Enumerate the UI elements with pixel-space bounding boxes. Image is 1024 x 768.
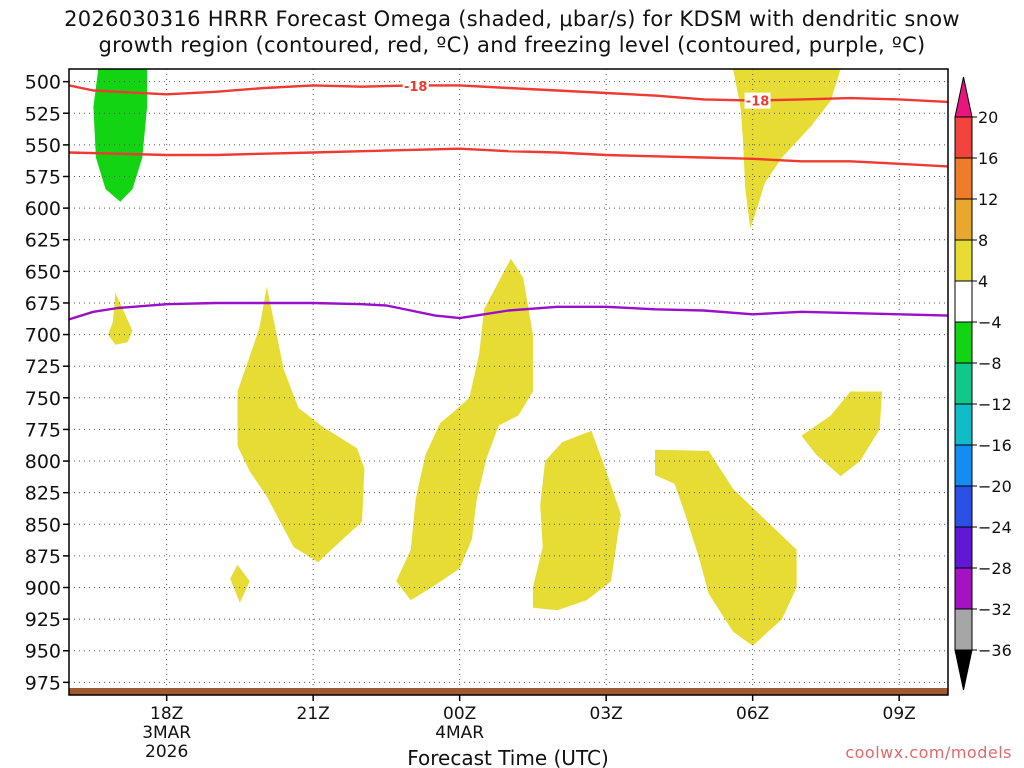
colorbar-under-arrow [954, 649, 973, 691]
omega-region-6 [532, 430, 621, 611]
y-tick-label: 950 [25, 641, 61, 663]
colorbar-tick-label: −12 [978, 395, 1012, 414]
y-tick-label: 625 [25, 230, 61, 252]
omega-region-7 [655, 449, 797, 646]
x-tick-label: 2026 [145, 742, 188, 762]
colorbar-bin [954, 280, 973, 323]
y-tick-label: 675 [25, 293, 61, 315]
colorbar-tick-label: −20 [978, 477, 1012, 496]
y-tick-label: 975 [25, 672, 61, 694]
colorbar-bin [954, 321, 973, 364]
colorbar-bin [954, 403, 973, 446]
y-tick-label: 825 [25, 483, 61, 505]
colorbar-tick-label: −4 [978, 313, 1002, 332]
y-tick-label: 650 [25, 261, 61, 283]
y-tick-label: 525 [25, 103, 61, 125]
title-line-2: growth region (contoured, red, ºC) and f… [98, 33, 926, 57]
colorbar: 20 16 12 8 4 −4 −8 −12 −16 −20 −24 −28 −32 −36 [954, 76, 1012, 691]
omega-region-0 [93, 69, 148, 202]
x-tick-label: 06Z [736, 704, 769, 724]
y-tick-label: 750 [25, 388, 61, 410]
contour-line--12 [69, 147, 948, 168]
contour-label-bg [402, 78, 429, 95]
x-tick-label: 21Z [297, 704, 330, 724]
contour-label: -18 [404, 80, 428, 95]
y-tick-label: 500 [25, 72, 61, 94]
colorbar-tick-label: −24 [978, 518, 1012, 537]
colorbar-bin [954, 157, 973, 200]
x-tick-label: 18Z [150, 704, 183, 724]
omega-region-3 [237, 286, 365, 563]
colorbar-tick-label: −8 [978, 354, 1002, 373]
colorbar-bin [954, 608, 973, 651]
y-tick-label: 550 [25, 135, 61, 157]
x-tick-label: 3MAR [142, 723, 191, 743]
contour-label-layer: -18 -18 [402, 78, 771, 110]
colorbar-tick-label: −16 [978, 436, 1012, 455]
colorbar-tick-label: 20 [978, 108, 998, 127]
colorbar-bin [954, 485, 973, 528]
x-tick-label: 09Z [883, 704, 916, 724]
omega-region-8 [801, 391, 883, 477]
colorbar-bin [954, 567, 973, 610]
colorbar-bin [954, 239, 973, 282]
contour-line--18 [69, 84, 948, 104]
colorbar-bin [954, 526, 973, 569]
colorbar-tick-label: −36 [978, 641, 1012, 660]
title-line-1: 2026030316 HRRR Forecast Omega (shaded, … [64, 7, 960, 31]
contour-label: -18 [746, 95, 770, 110]
omega-region-1 [733, 69, 841, 229]
contour-layer [69, 84, 948, 321]
colorbar-over-arrow [954, 76, 973, 118]
chart-title: 2026030316 HRRR Forecast Omega (shaded, … [0, 6, 1024, 58]
credit-text: coolwx.com/models [845, 743, 1012, 762]
colorbar-bin [954, 198, 973, 241]
y-tick-label: 875 [25, 546, 61, 568]
y-tick-label: 800 [25, 451, 61, 473]
colorbar-bin [954, 362, 973, 405]
y-axis: 500 525 550 575 600 625 650 675 700 725 750 775 800 8… [25, 72, 69, 694]
x-axis-label: Forecast Time (UTC) [407, 746, 609, 768]
ground-bar [69, 688, 948, 695]
contour-label-bg [744, 92, 771, 109]
y-tick-label: 775 [25, 419, 61, 441]
omega-region-4 [230, 564, 250, 603]
y-tick-label: 925 [25, 609, 61, 631]
y-tick-label: 575 [25, 166, 61, 188]
x-tick-label: 03Z [590, 704, 623, 724]
colorbar-tick-label: 4 [978, 272, 988, 291]
colorbar-bin [954, 444, 973, 487]
y-tick-label: 900 [25, 578, 61, 600]
colorbar-tick-label: 8 [978, 231, 988, 250]
omega-region-2 [108, 292, 133, 345]
colorbar-tick-label: −32 [978, 600, 1012, 619]
x-tick-label: 4MAR [435, 723, 484, 743]
y-tick-label: 725 [25, 356, 61, 378]
y-tick-label: 850 [25, 514, 61, 536]
y-tick-label: 600 [25, 198, 61, 220]
colorbar-bin [954, 116, 973, 159]
plot-frame [68, 68, 949, 696]
colorbar-tick-label: 16 [978, 149, 998, 168]
colorbar-tick-label: 12 [978, 190, 998, 209]
colorbar-tick-label: −28 [978, 559, 1012, 578]
y-tick-label: 700 [25, 325, 61, 347]
contour-line-0 [69, 301, 948, 321]
x-tick-label: 00Z [443, 704, 476, 724]
